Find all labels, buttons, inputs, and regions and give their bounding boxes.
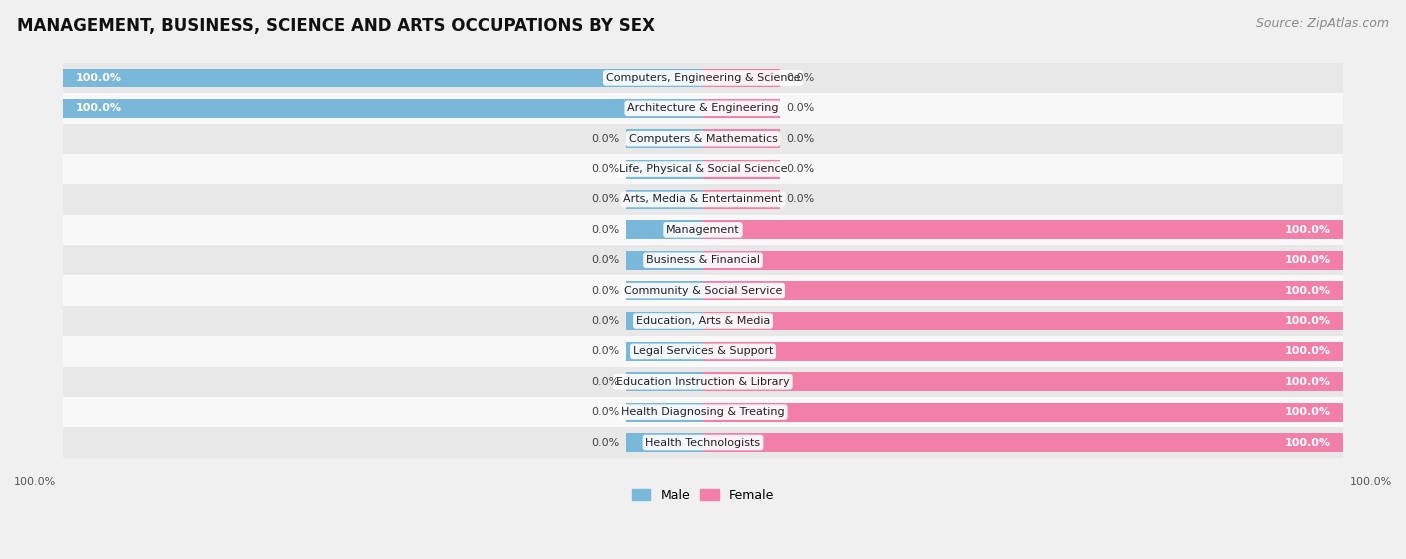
Text: 0.0%: 0.0%	[592, 164, 620, 174]
Text: 0.0%: 0.0%	[786, 73, 814, 83]
Bar	[63, 276, 1343, 306]
Bar	[63, 184, 1343, 215]
Bar	[63, 154, 1343, 184]
Legend: Male, Female: Male, Female	[627, 484, 779, 506]
Bar	[703, 190, 780, 209]
Text: Education Instruction & Library: Education Instruction & Library	[616, 377, 790, 387]
Bar	[626, 372, 703, 391]
Bar	[63, 93, 1343, 124]
Text: Health Diagnosing & Treating: Health Diagnosing & Treating	[621, 407, 785, 417]
Text: 0.0%: 0.0%	[592, 347, 620, 357]
Text: 0.0%: 0.0%	[592, 255, 620, 265]
Text: 0.0%: 0.0%	[786, 103, 814, 113]
Text: 100.0%: 100.0%	[76, 73, 121, 83]
Bar	[63, 306, 1343, 336]
Text: 0.0%: 0.0%	[592, 316, 620, 326]
Text: Business & Financial: Business & Financial	[645, 255, 761, 265]
Text: Source: ZipAtlas.com: Source: ZipAtlas.com	[1256, 17, 1389, 30]
Bar	[63, 367, 1343, 397]
Text: 0.0%: 0.0%	[786, 134, 814, 144]
Text: Arts, Media & Entertainment: Arts, Media & Entertainment	[623, 195, 783, 205]
Text: Community & Social Service: Community & Social Service	[624, 286, 782, 296]
Text: 0.0%: 0.0%	[592, 225, 620, 235]
Bar	[703, 281, 1343, 300]
Text: MANAGEMENT, BUSINESS, SCIENCE AND ARTS OCCUPATIONS BY SEX: MANAGEMENT, BUSINESS, SCIENCE AND ARTS O…	[17, 17, 655, 35]
Text: 100.0%: 100.0%	[1350, 477, 1392, 487]
Text: 0.0%: 0.0%	[592, 438, 620, 448]
Bar	[703, 129, 780, 148]
Text: 100.0%: 100.0%	[1285, 407, 1330, 417]
Text: 100.0%: 100.0%	[1285, 255, 1330, 265]
Bar	[626, 311, 703, 330]
Bar	[703, 160, 780, 178]
Text: Health Technologists: Health Technologists	[645, 438, 761, 448]
Bar	[63, 245, 1343, 276]
Text: Management: Management	[666, 225, 740, 235]
Text: 0.0%: 0.0%	[592, 407, 620, 417]
Bar	[63, 69, 703, 87]
Bar	[626, 160, 703, 178]
Bar	[703, 342, 1343, 361]
Text: 100.0%: 100.0%	[1285, 316, 1330, 326]
Text: 0.0%: 0.0%	[592, 286, 620, 296]
Bar	[63, 397, 1343, 427]
Bar	[63, 63, 1343, 93]
Text: Architecture & Engineering: Architecture & Engineering	[627, 103, 779, 113]
Bar	[63, 99, 703, 118]
Bar	[703, 372, 1343, 391]
Text: 0.0%: 0.0%	[592, 377, 620, 387]
Bar	[626, 190, 703, 209]
Text: 100.0%: 100.0%	[1285, 286, 1330, 296]
Text: 100.0%: 100.0%	[1285, 438, 1330, 448]
Bar	[703, 311, 1343, 330]
Bar	[703, 251, 1343, 269]
Bar	[63, 336, 1343, 367]
Bar	[626, 220, 703, 239]
Text: 0.0%: 0.0%	[786, 164, 814, 174]
Bar	[703, 220, 1343, 239]
Bar	[626, 402, 703, 421]
Bar	[63, 124, 1343, 154]
Text: 100.0%: 100.0%	[14, 477, 56, 487]
Text: 0.0%: 0.0%	[592, 134, 620, 144]
Bar	[63, 215, 1343, 245]
Text: 100.0%: 100.0%	[1285, 347, 1330, 357]
Bar	[626, 129, 703, 148]
Bar	[626, 342, 703, 361]
Bar	[703, 433, 1343, 452]
Bar	[626, 281, 703, 300]
Text: Life, Physical & Social Science: Life, Physical & Social Science	[619, 164, 787, 174]
Text: 100.0%: 100.0%	[1285, 225, 1330, 235]
Bar	[703, 69, 780, 87]
Bar	[63, 427, 1343, 458]
Text: Computers, Engineering & Science: Computers, Engineering & Science	[606, 73, 800, 83]
Text: 100.0%: 100.0%	[76, 103, 121, 113]
Bar	[626, 433, 703, 452]
Bar	[626, 251, 703, 269]
Text: 100.0%: 100.0%	[1285, 377, 1330, 387]
Text: Education, Arts & Media: Education, Arts & Media	[636, 316, 770, 326]
Text: 0.0%: 0.0%	[592, 195, 620, 205]
Text: Legal Services & Support: Legal Services & Support	[633, 347, 773, 357]
Bar	[703, 99, 780, 118]
Bar	[703, 402, 1343, 421]
Text: 0.0%: 0.0%	[786, 195, 814, 205]
Text: Computers & Mathematics: Computers & Mathematics	[628, 134, 778, 144]
